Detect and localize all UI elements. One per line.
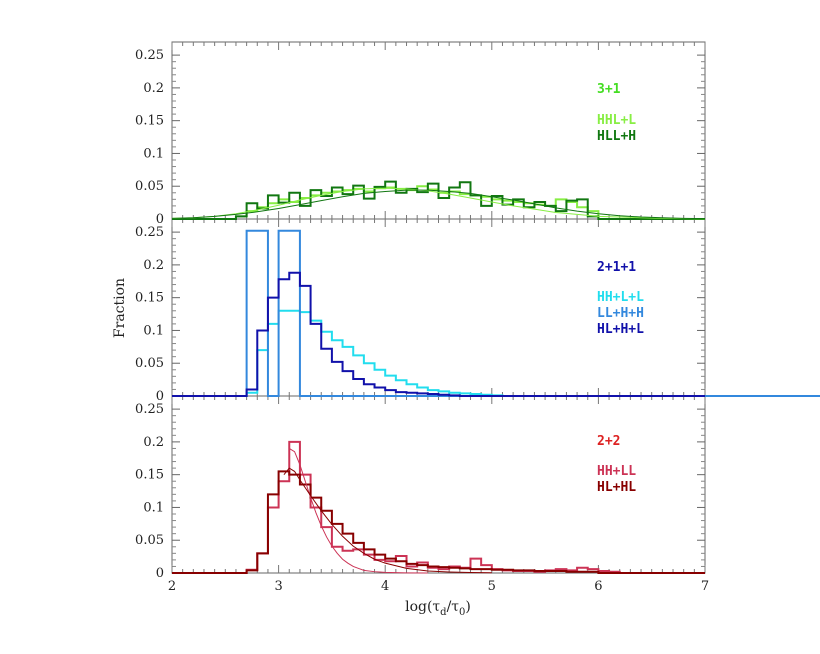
x-tick-label: 5 xyxy=(488,579,496,594)
curve-fit-light xyxy=(171,187,706,220)
legend-hh-ll: HH+LL xyxy=(597,464,636,479)
y-tick-label: 0.15 xyxy=(135,468,164,483)
y-tick-label: 0.2 xyxy=(143,258,164,273)
x-tick-label: 6 xyxy=(594,579,602,594)
group-label-middle: 2+1+1 xyxy=(597,260,636,275)
y-axis-title: Fraction xyxy=(112,278,128,338)
y-tick-label: 0.15 xyxy=(135,291,164,306)
legend-ll-h-h: LL+H+H xyxy=(597,306,644,321)
x-tick-label: 2 xyxy=(168,579,176,594)
group-label-bottom: 2+2 xyxy=(597,434,620,449)
y-tick-label: 0.1 xyxy=(143,146,164,161)
group-label-top: 3+1 xyxy=(597,82,621,97)
y-tick-label: 0.1 xyxy=(143,323,164,338)
curve-fit-light xyxy=(288,448,428,574)
legend-hl-hl: HL+HL xyxy=(597,480,636,495)
y-tick-label: 0.1 xyxy=(143,500,164,515)
y-tick-label: 0.05 xyxy=(135,533,164,548)
x-axis-title: log(τd/τ0) xyxy=(405,599,471,618)
hist-ll-h-h xyxy=(172,229,820,397)
y-tick-label: 0 xyxy=(156,389,164,404)
hist-hl-h-l xyxy=(172,271,705,397)
y-tick-label: 0.25 xyxy=(135,48,164,63)
hist-hh-ll xyxy=(172,440,705,574)
legend-hll-h: HLL+H xyxy=(597,129,636,144)
series-layer xyxy=(171,180,820,574)
curve-fit-dark xyxy=(283,467,492,574)
y-tick-label: 0.15 xyxy=(135,114,164,129)
x-tick-label: 4 xyxy=(381,579,389,594)
legend-hhl-l: HHL+L xyxy=(597,113,636,128)
x-tick-label: 7 xyxy=(701,579,709,594)
y-tick-label: 0.2 xyxy=(143,435,164,450)
curve-fit-dark xyxy=(171,189,706,220)
y-tick-label: 0 xyxy=(156,212,164,227)
x-tick-label: 3 xyxy=(274,579,282,594)
y-tick-label: 0.2 xyxy=(143,81,164,96)
y-tick-label: 0.25 xyxy=(135,402,164,417)
y-tick-label: 0.05 xyxy=(135,179,164,194)
y-tick-label: 0 xyxy=(156,566,164,581)
hist-hl-hl xyxy=(172,470,705,574)
y-tick-label: 0.05 xyxy=(135,356,164,371)
legend-hh-l-l: HH+L+L xyxy=(597,290,644,305)
hist-hll-h xyxy=(172,180,705,220)
legend-hl-h-l: HL+H+L xyxy=(597,322,644,337)
y-tick-label: 0.25 xyxy=(135,225,164,240)
